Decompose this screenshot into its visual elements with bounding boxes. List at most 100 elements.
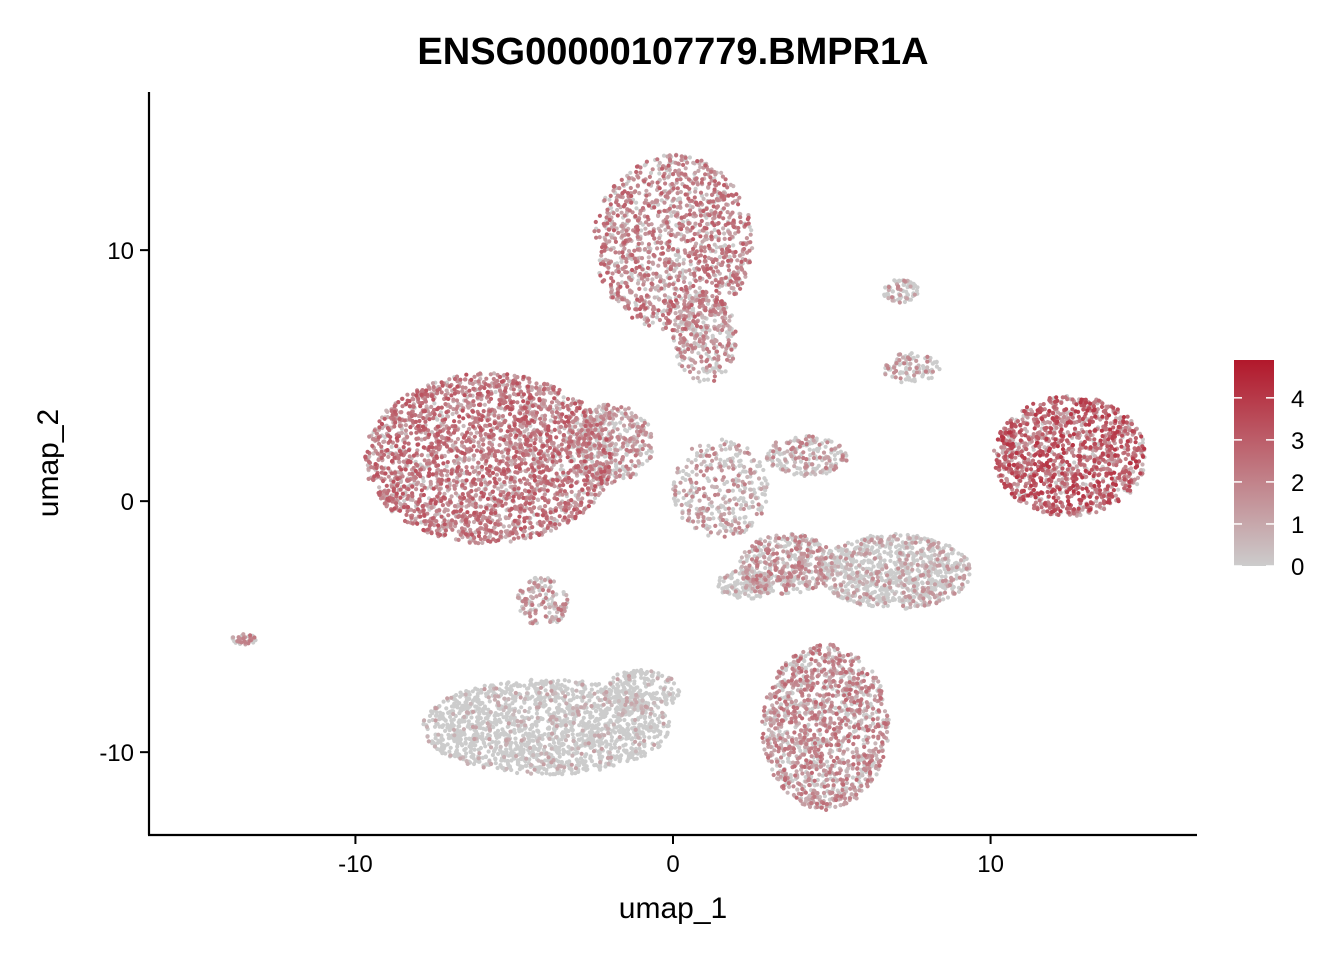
data-point-2168 (751, 596, 756, 601)
data-point-3619 (528, 727, 533, 732)
data-point-3715 (441, 699, 446, 704)
data-point-1727 (965, 579, 970, 585)
data-point-1846 (885, 541, 890, 546)
data-point-2064 (799, 580, 805, 585)
data-point-1131 (730, 488, 736, 493)
data-point-1556 (869, 547, 874, 552)
data-point-1752 (846, 581, 851, 587)
data-point-4010 (660, 673, 665, 679)
data-point-3234 (565, 706, 570, 711)
data-point-1575 (881, 604, 886, 609)
data-point-3156 (543, 688, 548, 693)
data-point-1899 (849, 542, 854, 547)
data-point-3942 (652, 735, 657, 740)
data-point-3936 (515, 758, 521, 763)
data-point-905 (811, 448, 816, 453)
data-point-3401 (592, 763, 597, 768)
data-point-473 (493, 389, 498, 395)
data-point-1003 (676, 490, 682, 495)
data-point-3901 (596, 682, 602, 687)
data-point-1200 (897, 278, 902, 283)
data-point-4407 (597, 698, 602, 703)
data-point-4350 (795, 787, 800, 792)
data-point-2517 (874, 772, 879, 777)
data-point-3004 (642, 716, 647, 721)
data-point-4039 (676, 688, 681, 693)
data-point-4532 (701, 196, 706, 201)
data-point-909 (835, 450, 840, 456)
data-point-3593 (620, 726, 625, 732)
data-point-4673 (570, 712, 576, 717)
data-point-1714 (836, 548, 841, 553)
data-point-38 (661, 153, 667, 158)
data-point-318 (710, 366, 715, 371)
data-point-2238 (780, 759, 785, 764)
data-point-3724 (493, 757, 498, 762)
data-point-1058 (690, 485, 695, 490)
data-point-3371 (612, 742, 617, 747)
data-point-3441 (522, 683, 527, 688)
data-point-1015 (736, 498, 741, 503)
data-point-1084 (741, 499, 746, 504)
data-point-4901 (611, 722, 616, 727)
data-point-984 (706, 533, 711, 538)
data-point-1589 (856, 583, 861, 588)
data-point-245 (607, 197, 612, 202)
data-point-4475 (377, 485, 382, 490)
data-point-4174 (543, 592, 549, 597)
data-point-3843 (515, 762, 521, 767)
data-point-3887 (511, 694, 516, 699)
data-point-1543 (943, 574, 948, 580)
data-point-4791 (482, 402, 487, 407)
data-point-3647 (587, 720, 592, 725)
data-point-284 (719, 370, 724, 375)
data-point-1099 (673, 499, 678, 504)
data-point-1607 (879, 534, 884, 540)
data-point-2884 (566, 751, 571, 756)
data-point-40 (677, 254, 682, 260)
data-point-1627 (866, 560, 871, 565)
data-point-2755 (498, 681, 504, 686)
data-point-515 (558, 467, 563, 472)
data-point-2934 (630, 736, 635, 741)
data-point-1650 (855, 539, 860, 544)
data-point-3492 (508, 691, 513, 696)
data-point-644 (623, 427, 628, 432)
data-point-1904 (950, 586, 955, 592)
data-point-854 (1053, 480, 1059, 485)
data-point-3795 (623, 742, 628, 747)
data-point-1915 (762, 544, 767, 549)
data-point-4951 (696, 370, 701, 375)
data-point-2187 (757, 593, 762, 598)
data-point-1844 (882, 550, 887, 555)
data-point-4572 (692, 341, 697, 346)
data-point-1878 (885, 595, 890, 600)
data-point-4118 (632, 687, 637, 692)
data-point-4159 (547, 610, 552, 615)
data-point-3822 (470, 689, 475, 694)
data-point-3958 (467, 696, 472, 702)
data-point-1686 (915, 567, 920, 573)
data-point-4122 (661, 691, 666, 696)
data-point-3943 (445, 742, 450, 747)
data-point-210 (687, 281, 693, 286)
data-point-2967 (589, 759, 595, 764)
data-point-345 (682, 367, 687, 373)
data-point-3861 (507, 708, 512, 714)
data-point-3755 (528, 682, 533, 687)
data-point-1699 (870, 603, 876, 609)
data-point-4850 (719, 447, 724, 452)
data-point-1743 (871, 564, 876, 569)
data-point-2674 (496, 751, 501, 757)
data-point-1863 (967, 572, 972, 577)
data-point-879 (832, 453, 837, 458)
data-point-2980 (498, 720, 503, 725)
data-point-4719 (652, 295, 657, 300)
data-point-1176 (890, 289, 896, 294)
data-point-183 (634, 200, 639, 205)
data-point-2487 (825, 759, 830, 764)
data-point-2900 (567, 698, 572, 703)
data-point-94 (674, 258, 680, 263)
data-point-3367 (517, 683, 522, 688)
data-point-3609 (481, 711, 487, 716)
